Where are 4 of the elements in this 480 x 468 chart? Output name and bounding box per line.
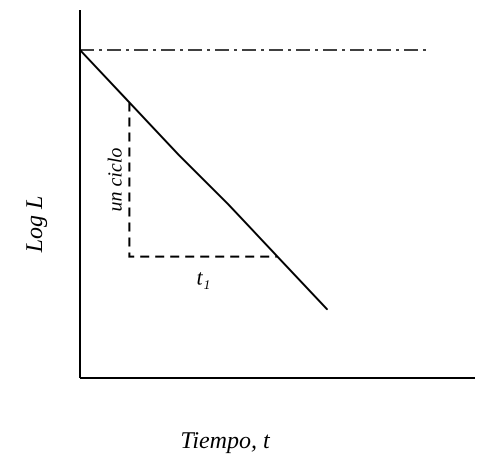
annotation: t₁ bbox=[196, 264, 210, 290]
x-axis-title: Tiempo, t bbox=[180, 428, 272, 454]
y-axis-title: Log L bbox=[22, 196, 48, 254]
annotation: un ciclo bbox=[104, 148, 126, 212]
